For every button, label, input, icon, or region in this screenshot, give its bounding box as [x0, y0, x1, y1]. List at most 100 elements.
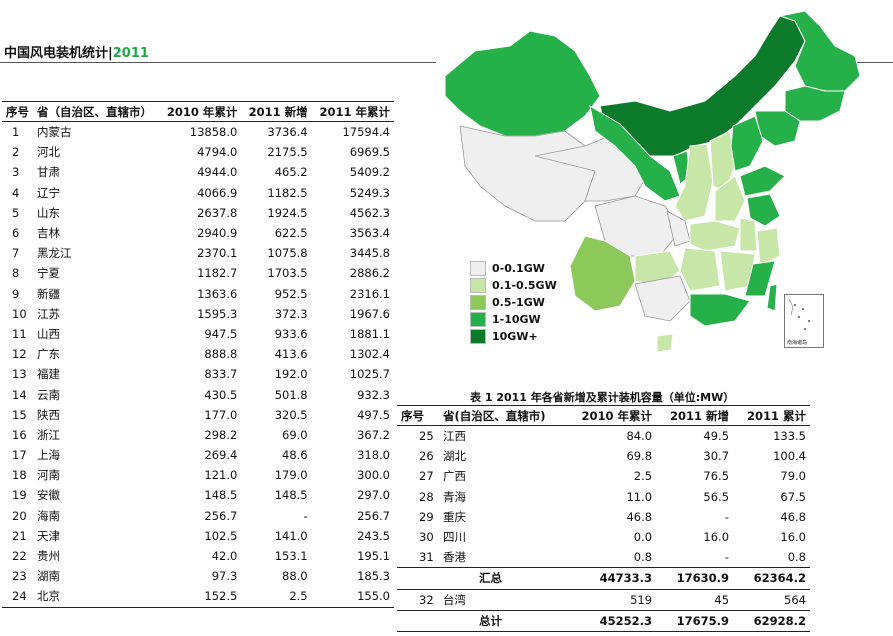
col-2011-cum: 2011 年累计: [319, 104, 390, 119]
table-row: 13 福建 833.7 192.0 1025.7: [2, 364, 394, 384]
row-province: 山西: [37, 326, 60, 341]
legend-item: 0.5-1GW: [470, 294, 557, 311]
row-2011-new: 56.5: [703, 489, 730, 504]
col-2010-cum: 2010 年累计: [581, 408, 653, 423]
row-province: 内蒙古: [37, 125, 72, 140]
col-2011-new: 2011 新增: [248, 104, 308, 119]
row-province: 江西: [443, 429, 466, 444]
table-row: 15 陕西 177.0 320.5 497.5: [2, 405, 394, 425]
row-index: 17: [12, 448, 27, 463]
region-hunan: [679, 247, 721, 292]
row-2011-new: 952.5: [274, 286, 308, 301]
row-province: 陕西: [37, 407, 60, 422]
row-index: 12: [12, 347, 27, 362]
region-hebei: [730, 115, 764, 172]
row-2010-cum: 152.5: [204, 589, 238, 604]
row-province: 香港: [443, 550, 466, 565]
row-index: 1: [12, 125, 20, 140]
total-2011-new: 17675.9: [676, 613, 730, 628]
table-caption: 表 1 2011 年各省新增及累计装机容量（单位:MW）: [470, 391, 735, 404]
row-province: 上海: [37, 448, 60, 463]
row-2011-new: 501.8: [274, 387, 308, 402]
row-2011-new: 69.0: [282, 427, 308, 442]
region-anhui: [739, 217, 758, 252]
table-row: 29 重庆 46.8 - 46.8: [397, 507, 810, 527]
page-title: 中国风电装机统计|2011: [4, 42, 149, 61]
row-2011-new: 48.6: [282, 448, 308, 463]
row-2011-new: 76.5: [703, 469, 730, 484]
row-2010-cum: 4944.0: [197, 165, 238, 180]
row-province: 河南: [37, 468, 60, 483]
row-2011-cum: 243.5: [357, 528, 390, 543]
row-2011-new: 465.2: [274, 165, 308, 180]
legend-label: 1-10GW: [492, 313, 541, 326]
table-row: 5 山东 2637.8 1924.5 4562.3: [2, 203, 394, 223]
row-2011-new: 372.3: [274, 306, 308, 321]
row-2010-cum: 69.8: [626, 449, 653, 464]
legend-label: 0.5-1GW: [492, 296, 545, 309]
row-index: 8: [12, 266, 20, 281]
row-2010-cum: 269.4: [204, 448, 238, 463]
row-2010-cum: 177.0: [204, 407, 238, 422]
china-wind-map: [444, 10, 861, 353]
row-2011-cum: 185.3: [357, 569, 390, 584]
row-2011-cum: 2886.2: [349, 266, 390, 281]
row-index: 22: [12, 549, 27, 564]
total-2010: 45252.3: [599, 613, 653, 628]
row-province: 江苏: [37, 306, 60, 321]
subtotal-2010: 44733.3: [599, 571, 653, 586]
col-2010-cum: 2010 年累计: [166, 104, 238, 119]
col-2011-new: 2011 新增: [670, 408, 730, 423]
row-2011-cum: 0.8: [787, 550, 806, 565]
row-2011-cum: 4562.3: [349, 205, 390, 220]
table-row: 26 湖北 69.8 30.7 100.4: [397, 446, 810, 466]
row-index: 24: [12, 589, 27, 604]
row-province: 云南: [37, 387, 60, 402]
row-2011-cum: 2316.1: [349, 286, 390, 301]
region-inner-mongolia: [599, 15, 806, 157]
legend-item: 0-0.1GW: [470, 260, 557, 277]
row-2011-cum: 318.0: [357, 448, 390, 463]
row-2011-new: -: [724, 509, 730, 524]
row-province: 天津: [37, 528, 60, 543]
row-2010-cum: 0.0: [633, 530, 653, 545]
row-2011-cum: 5249.3: [349, 185, 390, 200]
row-2011-cum: 46.8: [780, 509, 806, 524]
row-2011-cum: 497.5: [357, 407, 390, 422]
row-2011-new: -: [724, 550, 730, 565]
row-2011-new: 153.1: [274, 549, 308, 564]
title-main: 中国风电装机统计: [4, 46, 109, 61]
row-2010-cum: 1182.7: [197, 266, 238, 281]
table-row: 17 上海 269.4 48.6 318.0: [2, 445, 394, 465]
row-2011-new: 2.5: [289, 589, 308, 604]
region-tibet: [459, 125, 596, 222]
row-2011-cum: 6969.5: [349, 145, 390, 160]
table-row: 23 湖南 97.3 88.0 185.3: [2, 566, 394, 586]
row-index: 10: [12, 306, 27, 321]
row-2010-cum: 1595.3: [197, 306, 238, 321]
inset-label: 南海诸岛: [787, 340, 808, 346]
row-2011-cum: 67.5: [780, 489, 806, 504]
south-china-sea-inset: 南海诸岛: [784, 294, 824, 348]
row-province: 四川: [443, 530, 466, 545]
inset-islands: [788, 298, 810, 330]
total-2011: 62928.2: [753, 613, 806, 628]
region-hubei: [689, 220, 741, 252]
row-index: 30: [419, 530, 434, 545]
row-province: 贵州: [37, 549, 60, 564]
title-rule: [0, 62, 436, 63]
region-hainan: [656, 333, 674, 353]
table-row: 21 天津 102.5 141.0 243.5: [2, 526, 394, 546]
row-index: 2: [12, 145, 20, 160]
row-2010-cum: 102.5: [204, 528, 238, 543]
row-province: 河北: [37, 145, 60, 160]
region-shandong: [739, 165, 786, 197]
row-2011-new: 1703.5: [267, 266, 308, 281]
region-shanxi: [709, 130, 736, 192]
row-2011-cum: 1881.1: [349, 326, 390, 341]
row-2011-new: 933.6: [274, 326, 308, 341]
row-2011-new: 320.5: [274, 407, 308, 422]
table-row: 24 北京 152.5 2.5 155.0: [2, 586, 394, 607]
table-row: 12 广东 888.8 413.6 1302.4: [2, 344, 394, 364]
row-2011-new: 413.6: [274, 347, 308, 362]
